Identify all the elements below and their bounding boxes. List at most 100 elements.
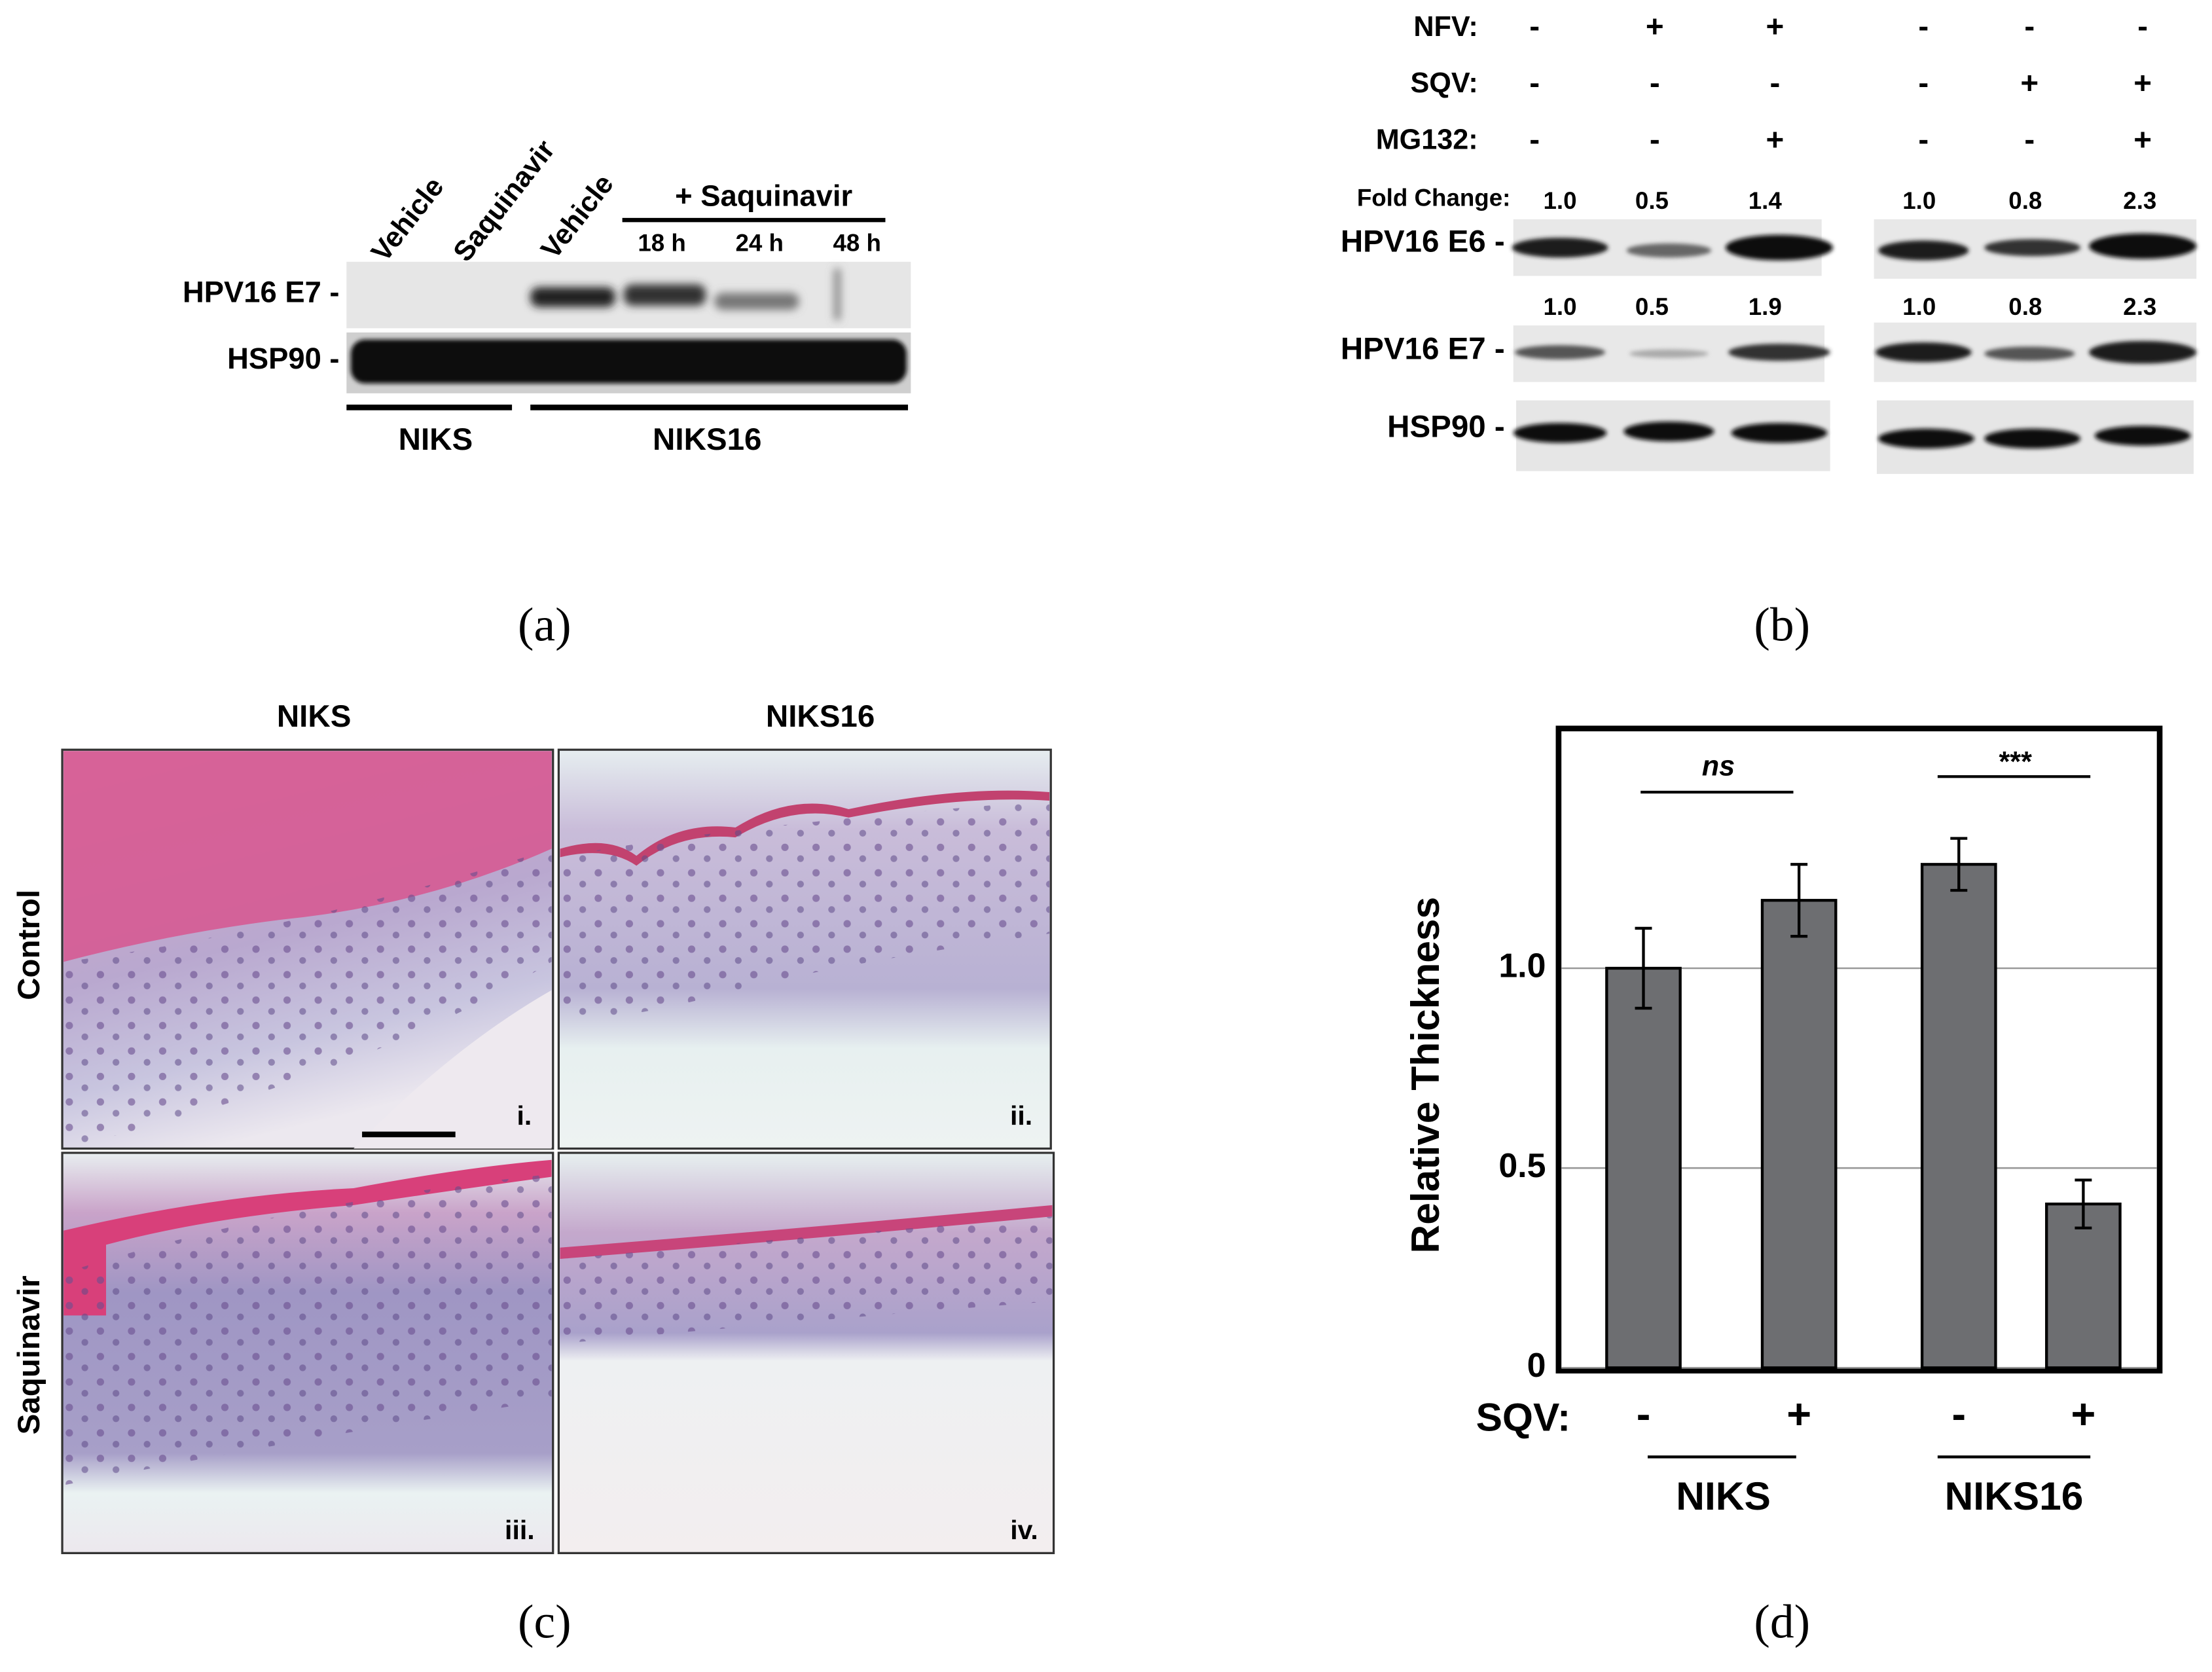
time-label: 48 h — [833, 230, 881, 257]
error-bar — [1950, 837, 1968, 892]
row-label: HSP90 - — [1387, 409, 1505, 444]
band — [350, 339, 907, 384]
sign: - — [1918, 65, 1929, 100]
sign: - — [1650, 122, 1660, 157]
panel-number: i. — [517, 1100, 532, 1131]
panel-letter: (c) — [518, 1595, 571, 1648]
keratin-layer — [560, 790, 1050, 866]
row-label: HSP90 - — [227, 342, 339, 375]
error-bar — [2075, 1178, 2092, 1229]
y-axis-label: Relative Thickness — [1403, 897, 1447, 1254]
treatment-label: + Saquinavir — [675, 179, 852, 213]
fold-value: 1.0 — [1902, 293, 1936, 320]
row-label: HPV16 E6 - — [1341, 224, 1505, 259]
time-label: 18 h — [638, 230, 685, 257]
x-tick-label: + — [2071, 1390, 2095, 1438]
band — [1731, 423, 1828, 443]
sign: - — [1650, 65, 1660, 100]
bands — [530, 268, 841, 320]
sign: - — [1529, 65, 1540, 100]
bands — [1512, 233, 2197, 449]
panel-letter: (d) — [1754, 1595, 1810, 1648]
bar — [1920, 863, 1997, 1370]
group-label: NIKS16 — [1945, 1474, 2084, 1518]
fold-value: 0.5 — [1635, 293, 1669, 320]
condition-label: NFV: — [1413, 11, 1478, 43]
panel-letter: (a) — [518, 598, 571, 651]
y-tick-label: 1.0 — [1498, 947, 1546, 985]
bar — [1760, 899, 1838, 1370]
sign: - — [2024, 122, 2035, 157]
band — [2094, 426, 2191, 446]
cells — [560, 1216, 1053, 1344]
band — [1984, 428, 2081, 449]
band — [1878, 428, 1975, 449]
band — [1623, 421, 1714, 442]
sign: + — [2020, 65, 2039, 100]
band — [2089, 340, 2197, 364]
band — [1875, 342, 1972, 363]
fold-value: 2.3 — [2123, 187, 2156, 214]
keratin-layer — [63, 751, 552, 962]
band — [1984, 239, 2081, 257]
dermis — [354, 990, 552, 1149]
cells — [63, 1174, 552, 1485]
group-label: NIKS — [399, 422, 473, 457]
blot-b — [1512, 219, 2197, 474]
y-tick-label: 0.5 — [1498, 1146, 1546, 1184]
x-tick-label: + — [1786, 1390, 1811, 1438]
cells — [560, 800, 1050, 1022]
sign: - — [1529, 9, 1540, 44]
lane-label: Vehicle — [535, 169, 619, 265]
significance-label: ns — [1702, 751, 1735, 782]
sign: - — [2137, 9, 2148, 44]
cells — [63, 848, 552, 1149]
time-label: 24 h — [735, 230, 783, 257]
sign: + — [1766, 122, 1785, 157]
column-label: NIKS16 — [766, 699, 875, 734]
sign: - — [1918, 9, 1929, 44]
x-tick-label: - — [1637, 1390, 1651, 1438]
micrographs — [61, 748, 1055, 1554]
bar — [1605, 966, 1682, 1370]
panel-number: iv. — [1010, 1515, 1038, 1545]
group-label: NIKS16 — [653, 422, 761, 457]
sign: - — [1769, 65, 1780, 100]
row-label: HPV16 E7 - — [183, 276, 340, 309]
error-bar — [1790, 863, 1808, 938]
row-label: Control — [12, 890, 46, 1000]
band — [623, 284, 706, 306]
bar — [2045, 1202, 2122, 1370]
sign: + — [2133, 65, 2152, 100]
group-label: NIKS — [1676, 1474, 1771, 1518]
band — [1728, 344, 1830, 361]
sign: + — [1646, 9, 1664, 44]
sign: - — [1529, 122, 1540, 157]
row-label: HPV16 E7 - — [1341, 332, 1505, 367]
panel-letter: (b) — [1754, 598, 1810, 651]
band — [530, 287, 615, 307]
y-tick-label: 0 — [1527, 1346, 1546, 1384]
row-label: Saquinavir — [12, 1275, 46, 1434]
condition-label: SQV: — [1411, 67, 1478, 99]
error-bar — [1635, 926, 1652, 1010]
group-line — [530, 405, 909, 410]
panel-number: iii. — [505, 1515, 535, 1545]
sign: - — [1918, 122, 1929, 157]
plot-frame — [1555, 725, 2163, 1373]
x-axis-label: SQV: — [1476, 1394, 1571, 1439]
band — [1513, 423, 1607, 443]
fold-value: 0.8 — [2008, 187, 2042, 214]
blot-a — [346, 217, 911, 410]
group-line — [346, 405, 513, 410]
fold-value: 0.5 — [1635, 187, 1669, 214]
band — [714, 293, 799, 310]
band — [1725, 234, 1833, 261]
band — [1512, 238, 1608, 258]
scale-bar — [362, 1131, 456, 1138]
sign: + — [1766, 9, 1785, 44]
fold-change-label: Fold Change: — [1357, 184, 1511, 211]
sign: + — [2133, 122, 2152, 157]
